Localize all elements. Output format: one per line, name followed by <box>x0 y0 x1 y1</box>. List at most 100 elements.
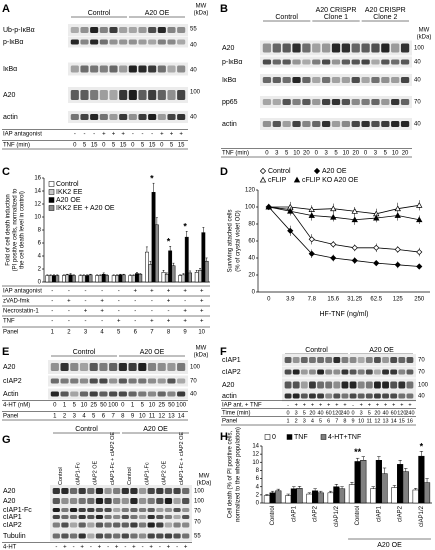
data-line <box>268 206 420 221</box>
band <box>121 533 129 539</box>
band <box>390 357 398 363</box>
condition-value: 50 <box>100 403 107 409</box>
data-point <box>330 213 337 220</box>
condition-value: - <box>107 545 109 550</box>
condition-value: + <box>360 402 363 408</box>
band <box>398 369 406 375</box>
band <box>70 363 79 371</box>
band <box>262 59 272 65</box>
band <box>164 533 173 539</box>
group-header: A20 CRISPR <box>316 7 357 14</box>
band <box>113 498 121 504</box>
y-tick-label: 8 <box>38 228 42 234</box>
condition-value: 0 <box>160 143 164 149</box>
band <box>119 90 128 100</box>
condition-value: 120 <box>397 410 406 416</box>
band <box>390 393 398 399</box>
data-point <box>394 246 401 253</box>
band <box>52 498 60 504</box>
condition-value: + <box>295 402 298 408</box>
group-header: A20 OE <box>140 349 165 356</box>
bar <box>95 275 100 283</box>
condition-value: 3 <box>374 151 378 157</box>
legend-swatch <box>48 205 55 211</box>
y-tick-label: 60 <box>248 239 255 245</box>
band <box>302 77 311 83</box>
row-label: Ub-p-IκBα <box>3 27 35 34</box>
condition-value: + <box>183 319 187 325</box>
band <box>148 27 157 33</box>
band <box>113 533 121 539</box>
condition-value: 6 <box>327 418 330 424</box>
legend-marker <box>259 176 267 183</box>
y-tick-label: 12 <box>34 202 41 208</box>
condition-value: 100 <box>176 403 187 409</box>
band <box>61 498 69 504</box>
band <box>182 515 190 519</box>
mw-title: MW <box>419 28 430 34</box>
row-label: p-IκBα <box>222 59 242 66</box>
y-axis-label: (% of crystal violet OD) <box>236 210 242 271</box>
data-point <box>351 244 358 251</box>
mw-marker: 40 <box>414 122 421 128</box>
condition-value: 15 <box>149 143 156 149</box>
condition-value: - <box>73 545 75 550</box>
band <box>173 488 181 494</box>
condition-value: 0 <box>121 403 125 409</box>
legend-swatch <box>48 189 55 195</box>
panel-label: H <box>220 431 228 443</box>
band <box>90 39 99 45</box>
condition-value: 8 <box>121 414 125 420</box>
band <box>381 121 390 127</box>
band <box>156 533 164 539</box>
panel-label: B <box>220 3 228 15</box>
band <box>272 43 281 53</box>
band <box>130 508 138 512</box>
condition-value: + <box>392 402 395 408</box>
condition-value: - <box>151 299 153 305</box>
condition-value: - <box>68 309 70 315</box>
bar <box>168 250 173 283</box>
band <box>157 27 166 33</box>
mw-title: (kDa) <box>417 35 432 41</box>
condition-value: - <box>352 402 354 408</box>
band <box>309 357 316 363</box>
condition-value: 20 <box>309 410 315 416</box>
mw-marker: 70 <box>414 100 421 106</box>
condition-value: 5 <box>303 410 306 416</box>
band <box>130 515 138 519</box>
legend-label: A20 OE <box>56 197 81 204</box>
mw-marker: 40 <box>190 43 197 49</box>
band <box>69 488 78 494</box>
condition-label: IAP ant. + TNF <box>222 403 262 409</box>
condition-value: + <box>121 132 125 138</box>
condition-value: 0 <box>364 151 368 157</box>
band <box>148 65 157 73</box>
condition-value: + <box>400 402 403 408</box>
bar <box>285 495 292 504</box>
condition-value: + <box>179 132 183 138</box>
condition-value: + <box>98 545 102 550</box>
band <box>99 363 108 371</box>
band <box>138 522 147 528</box>
condition-value: 1 <box>287 418 290 424</box>
band <box>104 488 112 494</box>
blot-strip <box>48 375 188 387</box>
band <box>70 114 79 120</box>
data-line <box>268 206 420 253</box>
blot-strip <box>68 111 188 123</box>
condition-value: 60 <box>391 410 397 416</box>
data-point <box>308 250 315 257</box>
band <box>177 39 186 45</box>
group-header: Clone 2 <box>373 14 397 21</box>
condition-value: + <box>167 319 171 325</box>
blot-strip <box>68 24 188 36</box>
condition-value: 15 <box>178 143 185 149</box>
band <box>138 498 147 504</box>
blot-strip <box>50 495 192 507</box>
bar <box>370 488 377 504</box>
lane-label: Control <box>127 467 133 485</box>
annotation: ** <box>354 447 362 457</box>
band <box>147 378 157 384</box>
condition-value: 10 <box>358 418 364 424</box>
